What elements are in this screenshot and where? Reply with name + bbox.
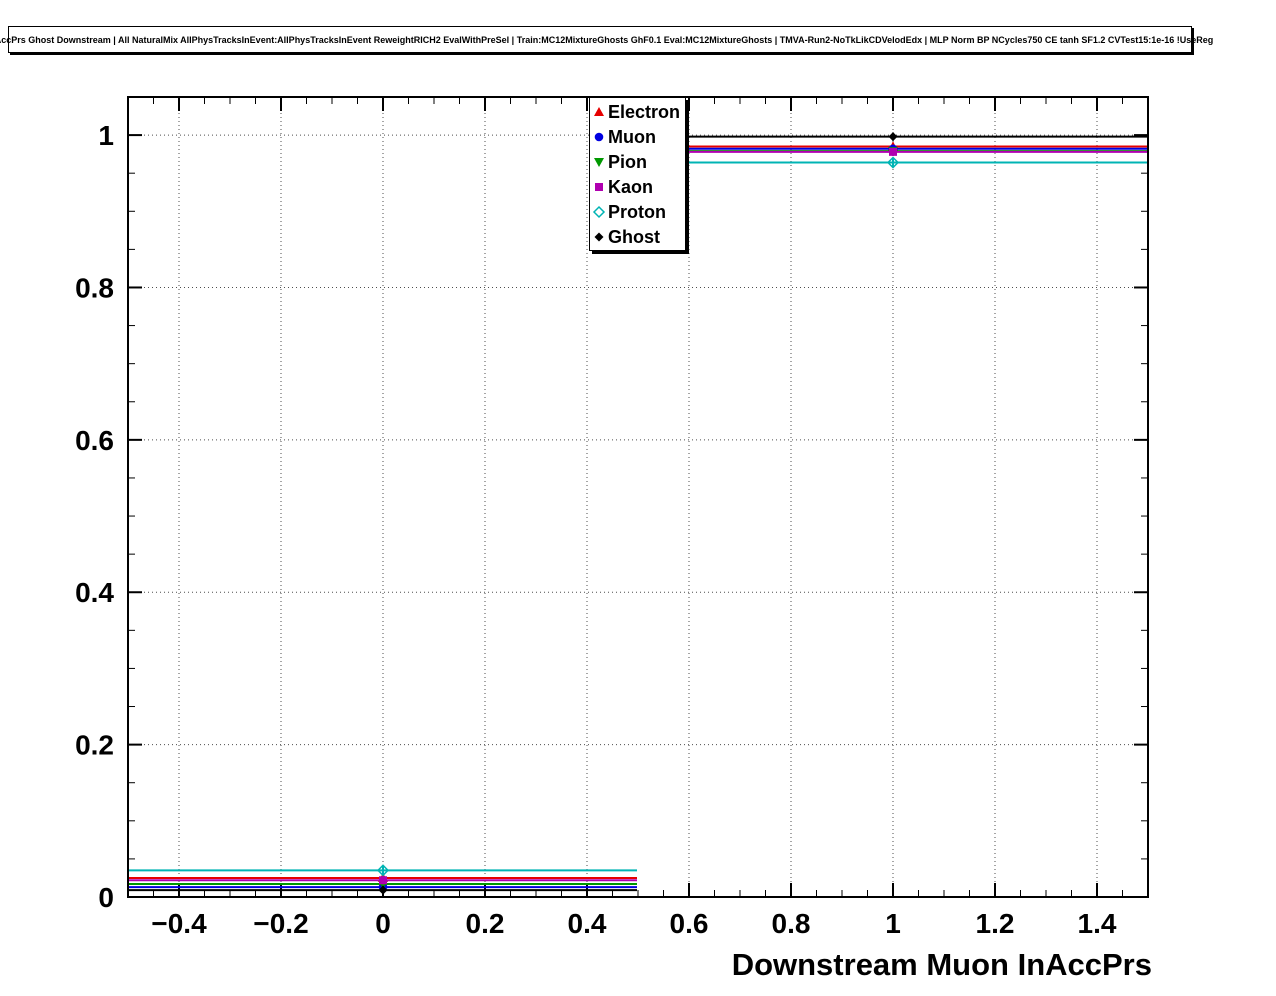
triangle-up-icon-shape [594, 106, 604, 116]
title-pave: InAccPrs Ghost Downstream | All NaturalM… [0, 26, 1213, 53]
y-tick-label: 0.6 [75, 425, 114, 456]
x-tick-label: 0.4 [568, 908, 607, 939]
legend-item-muon: Muon [590, 124, 685, 149]
diamond-open-icon-shape [592, 205, 606, 218]
y-tick-label: 0.8 [75, 272, 114, 303]
diamond-icon-shape [594, 232, 604, 241]
triangle-down-icon-shape [594, 157, 604, 167]
x-tick-label: 0.8 [772, 908, 811, 939]
legend-item-proton: Proton [590, 199, 685, 224]
x-tick-label: 1.2 [976, 908, 1015, 939]
legend-label: Muon [608, 126, 656, 147]
x-tick-label: −0.2 [253, 908, 308, 939]
legend-label: Electron [608, 101, 681, 122]
y-tick-label: 1 [98, 120, 114, 151]
legend: Electron Muon Pion Kaon Proton Ghost [589, 97, 686, 251]
y-tick-label: 0.2 [75, 730, 114, 761]
x-tick-label: 0.2 [466, 908, 505, 939]
legend-item-kaon: Kaon [590, 174, 685, 199]
data-marker-ghost [888, 132, 898, 142]
legend-label: Proton [608, 201, 666, 222]
data-marker-kaon [889, 147, 897, 156]
legend-label: Pion [608, 151, 647, 172]
data-marker-ghost [378, 885, 388, 895]
legend-item-electron: Electron [590, 99, 685, 124]
x-axis-title: Downstream Muon InAccPrs [732, 947, 1152, 982]
diamond-icon [594, 232, 604, 241]
plot-title: InAccPrs Ghost Downstream | All NaturalM… [0, 34, 1214, 45]
square-icon-shape [595, 182, 603, 191]
diamond-open-icon [592, 205, 606, 218]
triangle-down-icon [594, 157, 604, 167]
x-tick-label: 0 [375, 908, 391, 939]
data-marker-proton [886, 156, 900, 169]
data-marker-kaon [379, 876, 387, 885]
y-tick-label: 0 [98, 882, 114, 913]
square-icon [595, 182, 603, 191]
circle-icon-shape [594, 132, 604, 141]
circle-icon [594, 132, 604, 141]
x-tick-label: 0.6 [670, 908, 709, 939]
legend-label: Kaon [608, 176, 653, 197]
legend-item-ghost: Ghost [590, 224, 685, 249]
data-marker-proton [376, 864, 390, 877]
x-tick-label: 1 [885, 908, 901, 939]
x-tick-label: −0.4 [151, 908, 207, 939]
x-tick-label: 1.4 [1078, 908, 1117, 939]
y-tick-label: 0.4 [75, 577, 114, 608]
legend-item-pion: Pion [590, 149, 685, 174]
triangle-up-icon [594, 106, 604, 116]
legend-label: Ghost [608, 226, 660, 247]
